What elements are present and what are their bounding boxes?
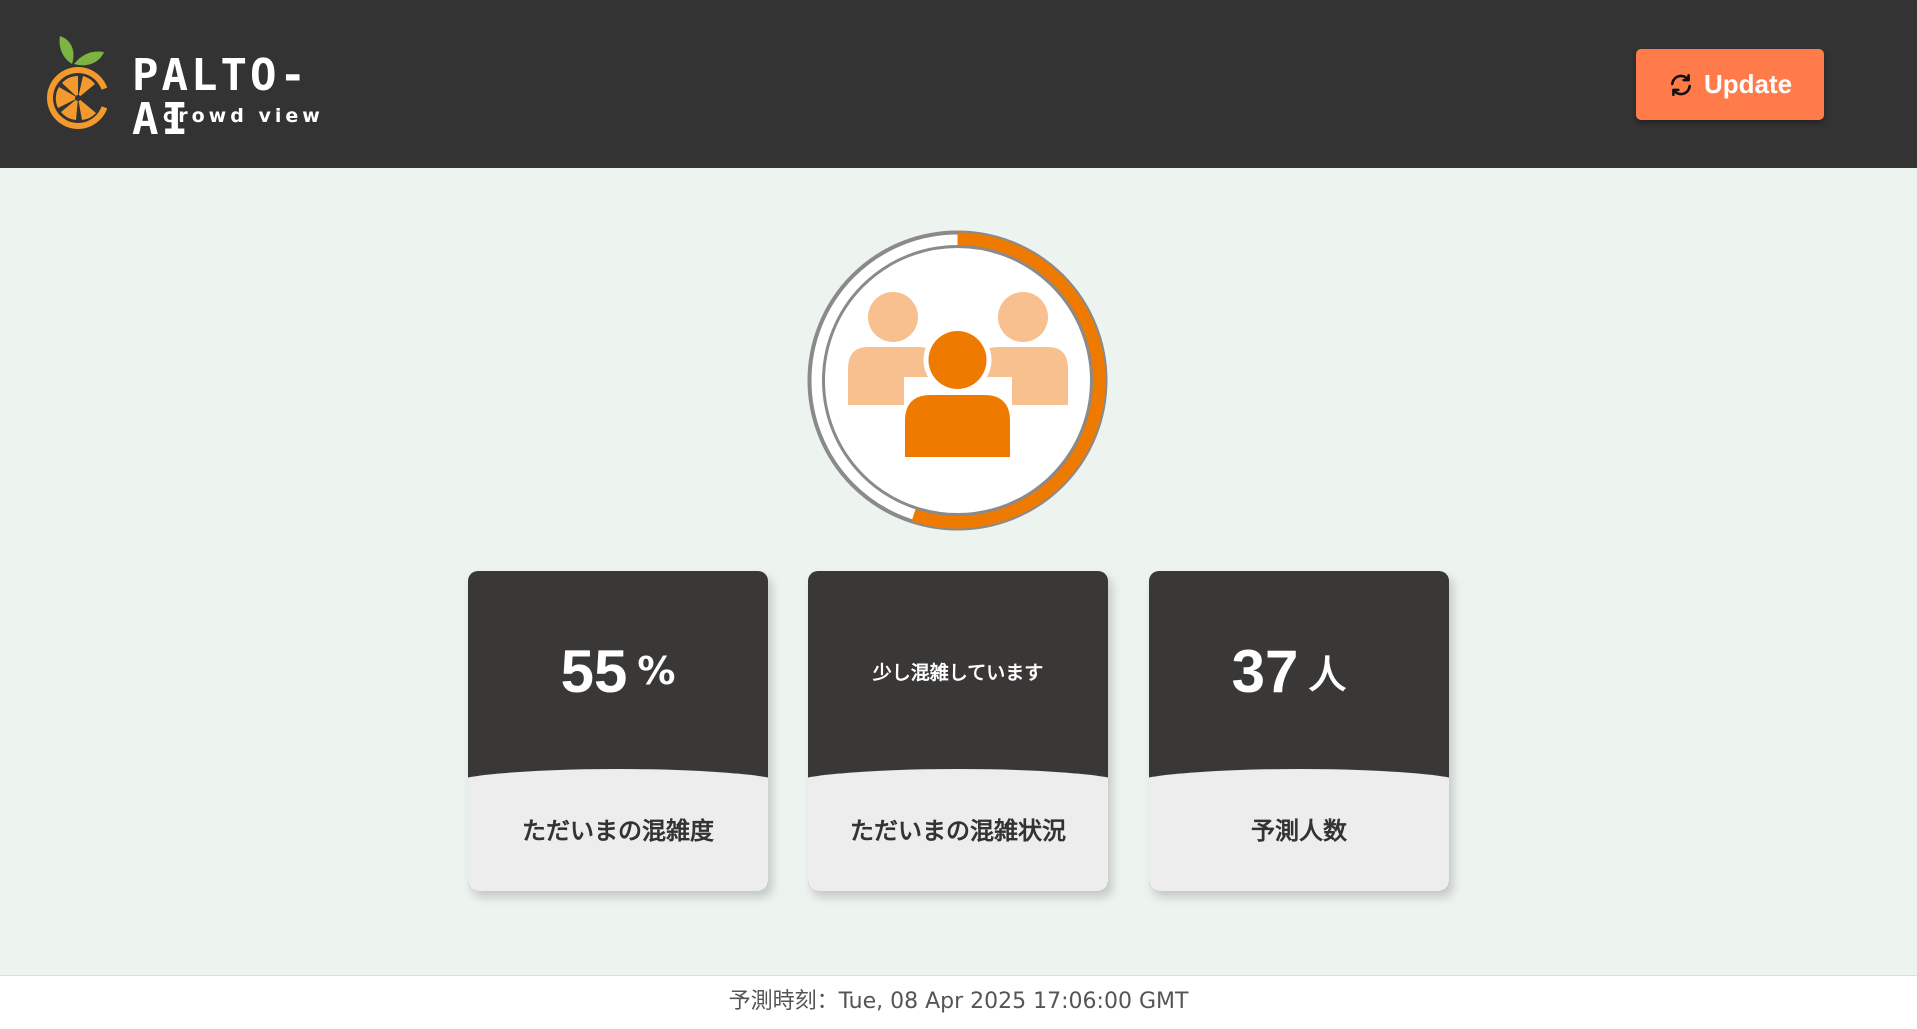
orange-logo-icon [46,24,126,136]
metric-cards: 55 % ただいまの混雑度 少し混雑しています ただいまの混雑状況 37 人 予… [468,571,1449,891]
crowd-gauge [806,229,1109,532]
congestion-rate-unit: % [637,649,675,693]
congestion-status-card: 少し混雑しています ただいまの混雑状況 [808,571,1108,891]
update-button-label: Update [1704,69,1792,100]
palto-ai-logo: PALTO-AI crowd view [46,24,346,144]
predicted-people-unit: 人 [1308,644,1346,699]
predicted-people-value: 37 [1232,637,1299,706]
update-button[interactable]: Update [1636,49,1824,120]
congestion-status-label: ただいまの混雑状況 [808,811,1108,846]
prediction-time-text: 予測時刻：Tue, 08 Apr 2025 17:06:00 GMT [729,989,1189,1014]
logo-title: PALTO-AI [132,54,346,142]
congestion-status-value: 少し混雑しています [873,658,1043,685]
predicted-people-card: 37 人 予測人数 [1149,571,1449,891]
congestion-rate-value: 55 [561,637,628,706]
prediction-time-footer: 予測時刻：Tue, 08 Apr 2025 17:06:00 GMT [0,975,1917,1029]
congestion-rate-card: 55 % ただいまの混雑度 [468,571,768,891]
predicted-people-label: 予測人数 [1149,811,1449,846]
refresh-icon [1668,72,1694,98]
app-header: PALTO-AI crowd view Update [0,0,1917,168]
congestion-rate-label: ただいまの混雑度 [468,811,768,846]
logo-subtitle: crowd view [163,107,324,126]
